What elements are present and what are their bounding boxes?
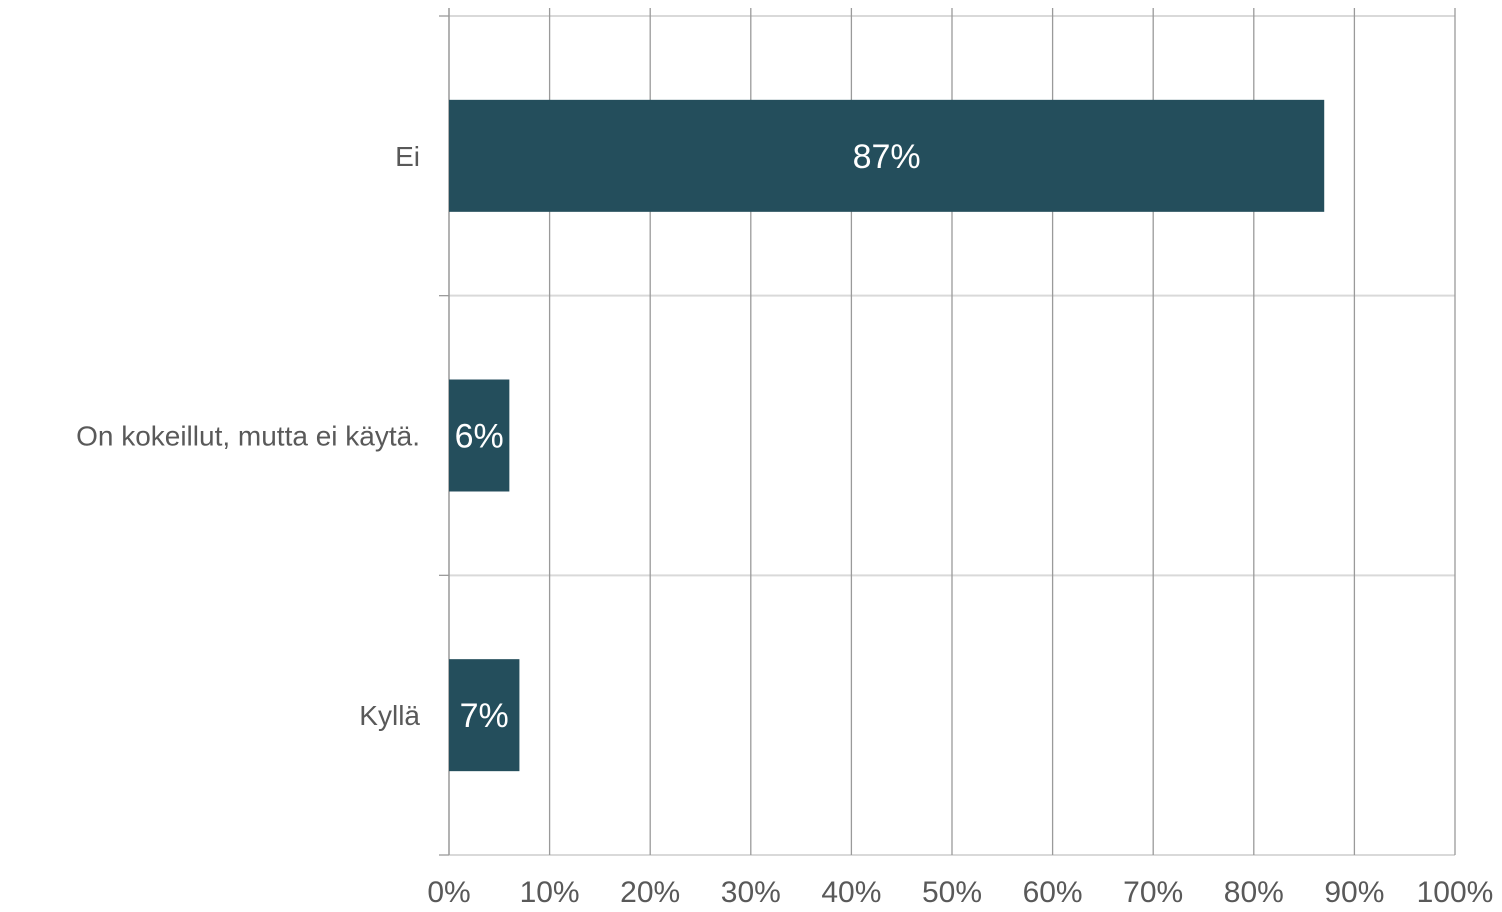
bars xyxy=(449,99,1325,772)
bar-value-label: 7% xyxy=(460,697,509,735)
category-axis xyxy=(439,8,450,856)
x-tick-label: 40% xyxy=(821,876,881,909)
x-tick-label: 70% xyxy=(1123,876,1183,909)
x-axis-tick-labels: 0% 10% 20% 30% 40% 50% 60% 70% 80% 90% 100% xyxy=(427,876,1493,909)
category-label: On kokeillut, mutta ei käytä. xyxy=(76,421,420,452)
x-tick-label: 20% xyxy=(620,876,680,909)
bar xyxy=(449,99,1325,212)
x-tick-label: 90% xyxy=(1324,876,1384,909)
bar xyxy=(449,379,510,492)
data-labels: 87% 6% 7% xyxy=(455,138,921,735)
x-tick-label: 30% xyxy=(721,876,781,909)
x-tick-label: 50% xyxy=(922,876,982,909)
x-tick-label: 0% xyxy=(427,876,470,909)
bar xyxy=(449,659,520,772)
x-tick-label: 10% xyxy=(520,876,580,909)
category-label: Ei xyxy=(395,141,420,172)
category-label: Kyllä xyxy=(359,700,420,731)
bar-value-label: 87% xyxy=(853,138,921,176)
bar-value-label: 6% xyxy=(455,418,504,456)
x-tick-label: 80% xyxy=(1224,876,1284,909)
x-tick-label: 100% xyxy=(1417,876,1494,909)
x-tick-label: 60% xyxy=(1023,876,1083,909)
y-axis-category-labels: Ei On kokeillut, mutta ei käytä. Kyllä xyxy=(76,141,420,731)
